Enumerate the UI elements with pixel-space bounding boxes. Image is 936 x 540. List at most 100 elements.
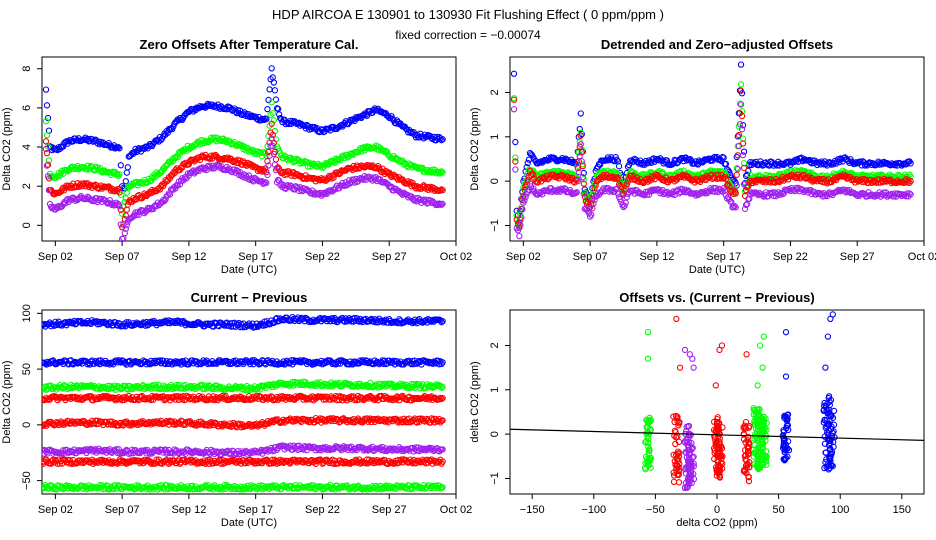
data-point — [907, 160, 914, 167]
data-point — [149, 318, 156, 325]
data-point — [590, 200, 597, 207]
data-point — [415, 415, 422, 423]
data-point — [42, 118, 50, 125]
data-point — [614, 190, 622, 197]
data-point — [580, 180, 587, 187]
data-point — [576, 152, 583, 160]
data-point — [187, 421, 195, 428]
data-point — [510, 96, 518, 103]
data-point — [402, 419, 410, 426]
data-point — [907, 191, 914, 198]
data-point — [573, 176, 580, 183]
data-point — [613, 186, 620, 193]
data-point — [388, 395, 395, 402]
x-tick-label: Sep 22 — [305, 504, 340, 516]
data-point — [438, 136, 445, 144]
data-point — [437, 187, 444, 194]
x-tick-label: Oct 02 — [440, 251, 472, 263]
plot-area — [42, 65, 446, 241]
data-point — [512, 154, 519, 161]
data-point — [899, 191, 907, 198]
data-point — [64, 195, 71, 203]
y-tick-label: 1 — [489, 134, 501, 140]
data-point — [115, 185, 122, 193]
data-point — [266, 86, 273, 93]
figure-subtitle: fixed correction = −0.00074 — [395, 28, 541, 42]
data-point — [233, 384, 240, 391]
data-point — [269, 417, 276, 424]
data-point — [113, 446, 120, 453]
plot-frame — [509, 56, 925, 242]
data-point — [731, 203, 738, 210]
x-tick-label: Sep 12 — [639, 251, 674, 263]
data-point — [733, 171, 740, 178]
data-point — [43, 132, 51, 139]
series-red-level-high — [42, 392, 446, 404]
data-point — [103, 320, 110, 328]
data-point — [123, 206, 130, 213]
data-point — [737, 81, 745, 88]
data-point — [576, 125, 583, 133]
data-point — [737, 61, 745, 68]
data-point — [42, 145, 50, 153]
x-tick-label: Sep 12 — [171, 251, 206, 263]
data-point — [121, 229, 128, 237]
data-point — [117, 206, 124, 214]
data-point — [738, 126, 746, 133]
data-point — [202, 396, 209, 404]
data-point — [622, 199, 629, 206]
data-point — [269, 142, 276, 150]
y-tick-label: −1 — [489, 219, 501, 232]
data-point — [904, 190, 911, 197]
data-point — [270, 150, 277, 158]
series-red — [42, 415, 446, 431]
data-point — [577, 129, 584, 136]
data-point — [588, 211, 595, 218]
y-tick-label: 2 — [489, 89, 501, 95]
data-point — [510, 106, 518, 113]
x-axis-label: Date (UTC) — [689, 264, 745, 276]
data-point — [249, 421, 256, 428]
data-point — [651, 187, 658, 194]
data-point — [439, 136, 446, 143]
data-point — [611, 175, 618, 182]
data-point — [265, 148, 272, 156]
data-point — [438, 360, 445, 367]
data-point — [222, 166, 229, 174]
data-point — [573, 189, 580, 196]
panel-title: Current − Previous — [191, 290, 308, 305]
data-point — [135, 384, 142, 392]
data-point — [263, 179, 270, 187]
data-point — [272, 167, 280, 174]
data-point — [76, 418, 83, 425]
data-point — [116, 171, 123, 178]
data-point — [737, 87, 745, 94]
data-point — [514, 227, 522, 234]
data-point — [439, 417, 446, 424]
series-blue-level — [42, 357, 446, 368]
data-point — [327, 383, 334, 390]
data-point — [287, 117, 294, 125]
data-point — [415, 165, 422, 172]
data-point — [727, 171, 734, 178]
data-point — [439, 359, 446, 366]
data-point — [116, 189, 123, 196]
data-point — [264, 105, 271, 113]
data-point — [518, 214, 525, 221]
data-point — [390, 357, 397, 364]
data-point — [268, 65, 275, 72]
data-point — [439, 169, 446, 176]
data-point — [142, 383, 149, 391]
data-point — [592, 182, 599, 189]
data-point — [510, 70, 518, 77]
data-point — [83, 166, 90, 173]
data-point — [736, 120, 744, 128]
data-point — [439, 186, 446, 194]
data-point — [529, 170, 536, 177]
data-point — [735, 131, 743, 139]
data-point — [623, 194, 631, 201]
data-point — [734, 133, 741, 140]
x-tick-label: Sep 02 — [506, 251, 541, 263]
